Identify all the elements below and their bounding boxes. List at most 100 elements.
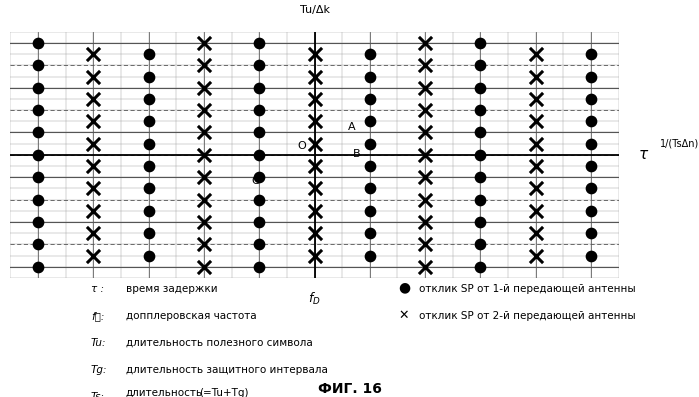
Point xyxy=(419,174,431,180)
Point xyxy=(530,51,541,57)
Text: B: B xyxy=(353,149,361,159)
Point xyxy=(419,40,431,46)
Point xyxy=(88,208,99,214)
Point xyxy=(530,96,541,102)
Point xyxy=(530,230,541,236)
Point xyxy=(199,85,210,91)
Text: ●: ● xyxy=(398,281,410,295)
Point xyxy=(530,185,541,192)
Point xyxy=(88,96,99,102)
Point xyxy=(419,219,431,225)
Point xyxy=(88,51,99,57)
Point xyxy=(475,129,486,136)
Text: C: C xyxy=(252,176,259,186)
Point xyxy=(309,141,320,147)
Text: 1/(TsΔn): 1/(TsΔn) xyxy=(660,139,699,148)
Point xyxy=(585,141,596,147)
Point xyxy=(419,85,431,91)
Point xyxy=(33,40,44,46)
Text: Ts:: Ts: xyxy=(91,392,105,397)
Point xyxy=(309,252,320,259)
Point xyxy=(475,197,486,203)
Text: допплеровская частота: допплеровская частота xyxy=(126,311,257,321)
Point xyxy=(419,197,431,203)
Point xyxy=(143,51,154,57)
Point xyxy=(88,141,99,147)
Point xyxy=(475,241,486,247)
Point xyxy=(33,197,44,203)
Point xyxy=(143,230,154,236)
Point xyxy=(585,208,596,214)
Text: Tu/Δk: Tu/Δk xyxy=(300,5,329,15)
Text: O: O xyxy=(298,141,306,152)
Point xyxy=(254,174,265,180)
Point xyxy=(33,174,44,180)
Text: $f_D$: $f_D$ xyxy=(308,291,321,307)
Text: длительность: длительность xyxy=(126,388,203,397)
Point xyxy=(33,85,44,91)
Point xyxy=(88,73,99,80)
Point xyxy=(33,107,44,113)
Point xyxy=(364,230,375,236)
Point xyxy=(585,230,596,236)
Point xyxy=(199,197,210,203)
Point xyxy=(199,152,210,158)
Point xyxy=(419,129,431,136)
Point xyxy=(309,73,320,80)
Point xyxy=(199,219,210,225)
Point xyxy=(585,163,596,169)
Point xyxy=(309,185,320,192)
Text: A: A xyxy=(347,122,355,132)
Point xyxy=(254,264,265,270)
Text: длительность защитного интервала: длительность защитного интервала xyxy=(126,365,328,375)
Point xyxy=(33,62,44,69)
Point xyxy=(88,185,99,192)
Point xyxy=(254,241,265,247)
Point xyxy=(364,163,375,169)
Point xyxy=(585,96,596,102)
Point xyxy=(364,185,375,192)
Point xyxy=(475,62,486,69)
Point xyxy=(143,185,154,192)
Point xyxy=(88,163,99,169)
Text: время задержки: время задержки xyxy=(126,284,217,294)
Point xyxy=(364,51,375,57)
Text: fഀ:: fഀ: xyxy=(91,311,104,321)
Point xyxy=(254,197,265,203)
Point xyxy=(143,252,154,259)
Point xyxy=(309,51,320,57)
Point xyxy=(419,264,431,270)
Point xyxy=(88,252,99,259)
Point xyxy=(364,252,375,259)
Point xyxy=(199,264,210,270)
Point xyxy=(585,252,596,259)
Text: τ :: τ : xyxy=(91,284,104,294)
Point xyxy=(143,118,154,124)
Point xyxy=(199,241,210,247)
Point xyxy=(254,129,265,136)
Point xyxy=(309,163,320,169)
Point xyxy=(475,107,486,113)
Point xyxy=(419,152,431,158)
Point xyxy=(530,208,541,214)
Point xyxy=(254,40,265,46)
Point xyxy=(475,152,486,158)
Point xyxy=(530,73,541,80)
Point xyxy=(530,118,541,124)
Point xyxy=(33,241,44,247)
Point xyxy=(585,118,596,124)
Point xyxy=(364,141,375,147)
Point xyxy=(88,230,99,236)
Point xyxy=(254,85,265,91)
Point xyxy=(419,62,431,69)
Point xyxy=(33,219,44,225)
Point xyxy=(530,141,541,147)
Point xyxy=(199,129,210,136)
Point xyxy=(475,219,486,225)
Point xyxy=(254,219,265,225)
Point xyxy=(199,174,210,180)
Point xyxy=(143,163,154,169)
Point xyxy=(143,73,154,80)
Point xyxy=(33,152,44,158)
Point xyxy=(143,208,154,214)
